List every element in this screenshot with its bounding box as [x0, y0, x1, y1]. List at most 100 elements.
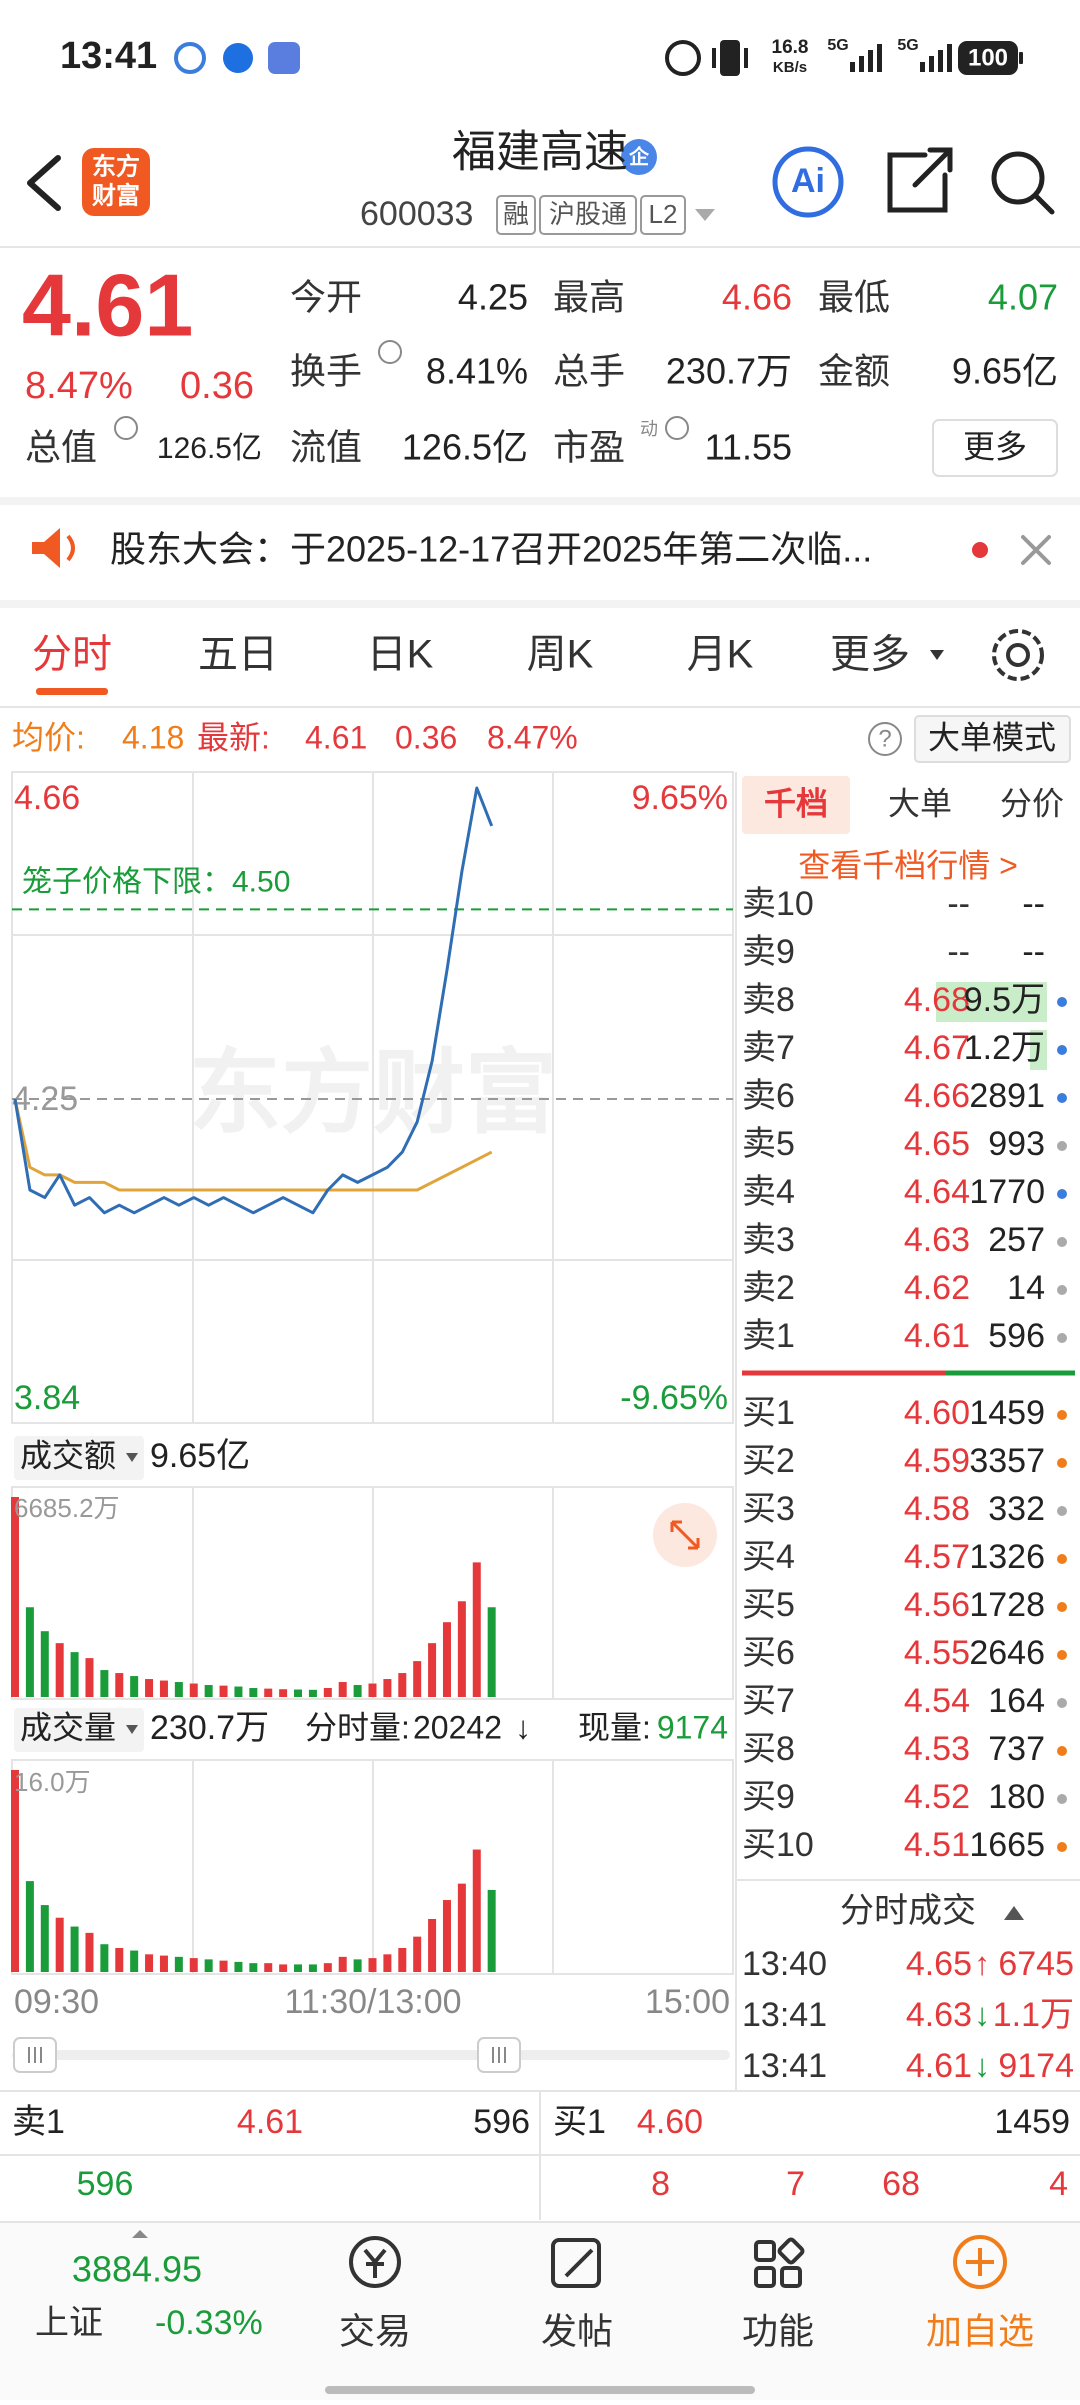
- stat-label: 市盈: [553, 427, 625, 468]
- mode-button[interactable]: [914, 715, 1071, 763]
- unread-dot: [972, 542, 988, 558]
- tab[interactable]: 五日: [198, 633, 278, 677]
- prev-close-label: 4.25: [12, 1080, 78, 1118]
- stat-value: 4.07: [988, 277, 1058, 318]
- book-tab[interactable]: 分价: [1000, 785, 1064, 821]
- book-tab[interactable]: 大单: [888, 785, 952, 821]
- amount-max-label: 6685.2万: [14, 1493, 120, 1523]
- trade-price: 4.61: [906, 2047, 972, 2085]
- volume-bar: [487, 1607, 496, 1697]
- latest-change: 0.36: [395, 719, 457, 755]
- index-change[interactable]: -0.33%: [155, 2304, 263, 2342]
- volume-bar: [442, 1900, 451, 1972]
- volume-bar: [457, 1601, 466, 1697]
- amount-label[interactable]: 成交额: [20, 1437, 116, 1473]
- search-button[interactable]: [991, 151, 1055, 215]
- network-type: 5G: [827, 37, 848, 54]
- index-value[interactable]: 3884.95: [72, 2249, 202, 2290]
- dropdown-box[interactable]: [14, 1436, 144, 1480]
- avg-value: 4.18: [122, 719, 184, 755]
- dropdown: [126, 1453, 138, 1462]
- level-price: 4.65: [904, 1125, 970, 1163]
- volume-bar: [338, 1956, 347, 1972]
- volume-bar: [308, 1689, 317, 1697]
- tab[interactable]: 分时: [32, 633, 112, 677]
- dropdown[interactable]: [695, 209, 715, 221]
- nav-item[interactable]: 交易: [339, 2311, 411, 2352]
- settings-button[interactable]: [992, 629, 1044, 681]
- trade-volume: 9174: [998, 2047, 1074, 2085]
- level-label: 买3: [742, 1490, 795, 1528]
- volume-bar: [189, 1683, 198, 1697]
- volume-bar: [264, 1963, 273, 1972]
- level-dot: [1057, 1045, 1067, 1055]
- volume-bar: [323, 1688, 332, 1697]
- level-label: 买2: [742, 1442, 795, 1480]
- volume-bar: [249, 1963, 258, 1972]
- level-price: 4.64: [904, 1173, 970, 1211]
- mode-label[interactable]: 大单模式: [928, 719, 1056, 755]
- index-name[interactable]: 上证: [35, 2304, 103, 2342]
- volume-bar: [487, 1889, 496, 1972]
- level-volume: 332: [988, 1490, 1045, 1528]
- trade-time: 13:41: [742, 2047, 827, 2085]
- level-price: 4.56: [904, 1586, 970, 1624]
- stock-code: 600033: [360, 195, 473, 233]
- tab[interactable]: 周K: [527, 633, 594, 677]
- book-tab[interactable]: 千档: [764, 785, 828, 821]
- book-link[interactable]: 查看千档行情 >: [798, 847, 1018, 883]
- level-label: 买8: [742, 1730, 795, 1768]
- bid-volume: 1459: [994, 2103, 1070, 2141]
- stat-value: 9.65亿: [952, 351, 1058, 392]
- level-label: 买10: [742, 1826, 814, 1864]
- period-volume-value: 20242: [413, 1709, 502, 1745]
- volume-bar: [279, 1964, 288, 1972]
- volume-bar: [159, 1955, 168, 1972]
- period-volume-arrow: ↓: [515, 1709, 531, 1745]
- x-tick-label: 15:00: [645, 1983, 730, 2021]
- close-button[interactable]: [1021, 535, 1051, 565]
- volume-bar: [145, 1679, 154, 1697]
- ai-button[interactable]: [772, 146, 844, 218]
- level-dot: [1057, 1285, 1067, 1295]
- latest-value: 4.61: [305, 719, 367, 755]
- nav-item[interactable]: 功能: [742, 2311, 814, 2352]
- y-max-label: 4.66: [14, 779, 80, 817]
- range-slider[interactable]: [12, 2037, 730, 2073]
- tab[interactable]: 月K: [687, 633, 754, 677]
- more-button[interactable]: [932, 419, 1058, 477]
- volume-total: 230.7万: [150, 1709, 269, 1747]
- level-label: 卖10: [742, 885, 814, 923]
- more-button-label[interactable]: 更多: [963, 428, 1027, 464]
- level-label: 卖6: [742, 1077, 795, 1115]
- info-icon[interactable]: [114, 340, 689, 440]
- nav-item[interactable]: 加自选: [926, 2311, 1034, 2352]
- back-button[interactable]: [27, 155, 61, 211]
- tab-dropdown: [930, 650, 944, 660]
- nav-item[interactable]: 发帖: [541, 2311, 613, 2352]
- tab[interactable]: 日K: [367, 633, 434, 677]
- share-button[interactable]: [887, 147, 953, 213]
- stat-value: 4.25: [458, 277, 528, 318]
- trade-arrow: ↓: [974, 2047, 990, 2083]
- notice-text[interactable]: 股东大会：于2025-12-17召开2025年第二次临...: [110, 529, 872, 570]
- help-label[interactable]: ?: [878, 725, 891, 752]
- ask-label: 卖1: [12, 2103, 65, 2141]
- volume-bar: [234, 1961, 243, 1972]
- dropdown-box[interactable]: [14, 1708, 144, 1752]
- level-dot: [1057, 1650, 1067, 1660]
- tab[interactable]: 更多: [830, 633, 910, 677]
- volume-label[interactable]: 成交量: [20, 1709, 116, 1745]
- trade-price: 4.63: [906, 1996, 972, 2034]
- volume-bar: [55, 1917, 64, 1972]
- volume-bar: [100, 1670, 109, 1697]
- dropdown: [126, 1725, 138, 1734]
- help-icon[interactable]: [868, 722, 902, 756]
- stat-label: 换手: [290, 351, 362, 392]
- level-label: 买5: [742, 1586, 795, 1624]
- volume-bar: [115, 1673, 124, 1697]
- volume-max-label: 16.0万: [14, 1767, 91, 1797]
- ai-label[interactable]: Ai: [791, 162, 825, 200]
- volume-bar: [85, 1932, 94, 1972]
